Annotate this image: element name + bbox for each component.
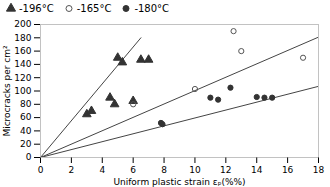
svg-text:160: 160 xyxy=(14,46,31,56)
svg-text:140: 140 xyxy=(14,59,31,69)
html-text:-180°C: -180°C xyxy=(134,2,170,14)
svg-text:0: 0 xyxy=(26,152,32,162)
svg-text:10: 10 xyxy=(189,165,201,175)
svg-text:60: 60 xyxy=(20,112,32,122)
svg-text:4: 4 xyxy=(99,165,105,175)
svg-text:8: 8 xyxy=(161,165,167,175)
svg-text:200: 200 xyxy=(14,19,31,29)
svg-text:12: 12 xyxy=(220,165,231,175)
svg-text:16: 16 xyxy=(282,165,294,175)
svg-text:20: 20 xyxy=(20,139,32,149)
svg-text:180: 180 xyxy=(14,33,31,43)
svg-text:100: 100 xyxy=(14,86,31,96)
svg-text:6: 6 xyxy=(130,165,136,175)
svg-text:80: 80 xyxy=(20,99,32,109)
svg-text:40: 40 xyxy=(20,126,32,136)
svg-text:2: 2 xyxy=(69,165,75,175)
svg-text:120: 120 xyxy=(14,73,31,83)
svg-text:Microcracks per cm²: Microcracks per cm² xyxy=(2,45,12,137)
html-text:-196°C: -196°C xyxy=(19,2,54,14)
svg-text:0: 0 xyxy=(38,165,44,175)
svg-text:18: 18 xyxy=(313,165,325,175)
html-text:-165°C: -165°C xyxy=(76,2,112,14)
svg-text:14: 14 xyxy=(251,165,263,175)
svg-text:Uniform plastic strain εₚ(%%): Uniform plastic strain εₚ(%%) xyxy=(113,177,245,187)
